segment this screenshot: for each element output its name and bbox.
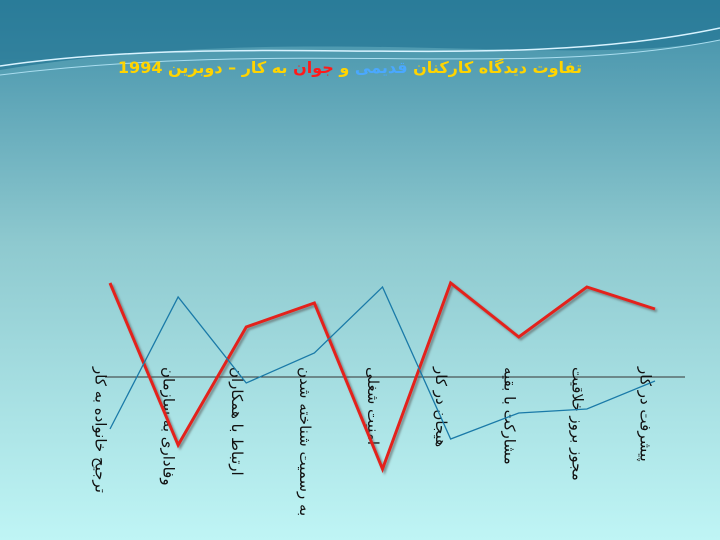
title-part: تفاوت دیدگاه کارکنان [413, 58, 582, 77]
title-part: جوان [293, 58, 334, 77]
x-tick-label: وفاداری به سازمان [160, 367, 178, 486]
x-tick-label: ترجیح خانواده به کار [92, 366, 110, 493]
title-part: قدیمی [355, 58, 408, 77]
title-part: به کار [241, 58, 288, 77]
decoration [0, 0, 720, 70]
series-line [109, 285, 656, 440]
x-tick-label: پیشرفت در کار [636, 366, 655, 462]
decoration [0, 39, 720, 76]
x-tick-label: به رسمیت شناخته شدن [296, 367, 314, 516]
title-part: – دوبرین 1994 [118, 58, 236, 77]
series-line [108, 280, 656, 474]
x-tick-label: امنیت شغلی [364, 367, 382, 445]
x-tick-label: هیجان در کار [432, 366, 450, 447]
title-part: و [338, 58, 349, 77]
chart-title: تفاوت دیدگاه کارکنان قدیمی و جوان به کار… [118, 58, 582, 77]
decoration [0, 27, 720, 67]
x-tick-label: ارتباط با همکاران [228, 367, 246, 476]
x-tick-label: مشارکت با بقیه [500, 367, 518, 465]
plot: ترجیح خانواده به کار وفاداری به سازمان ارت… [92, 280, 685, 516]
x-tick-label: مجوز بروز خلاقیت [568, 367, 586, 481]
